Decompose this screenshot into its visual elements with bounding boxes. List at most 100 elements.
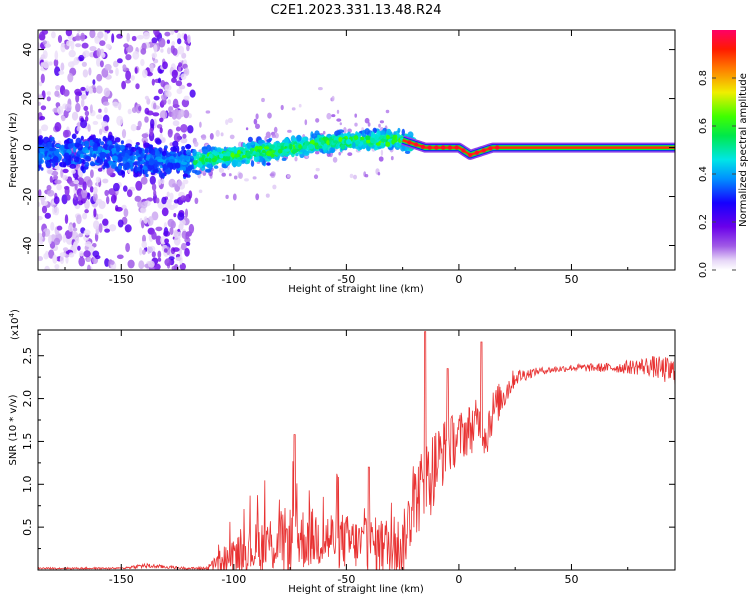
- ridge-blob: [153, 169, 159, 173]
- noise-blob: [169, 227, 174, 235]
- ridge-blob: [84, 140, 89, 144]
- snr-series-line: [38, 331, 675, 570]
- ridge-blob: [205, 169, 212, 173]
- ridge-blob: [155, 138, 162, 145]
- ridge-core: [353, 135, 359, 141]
- noise-blob: [78, 233, 84, 238]
- ridge-core: [230, 152, 235, 158]
- ridge-blob: [93, 142, 98, 149]
- noise-blob: [157, 250, 162, 259]
- ridge-blob: [242, 142, 246, 148]
- noise-blob: [180, 73, 187, 80]
- noise-blob: [38, 101, 42, 106]
- noise-blob: [92, 87, 97, 94]
- noise-blob: [74, 88, 82, 96]
- noise-blob: [255, 113, 259, 120]
- ridge-core: [362, 140, 367, 145]
- ridge-blob: [397, 127, 401, 133]
- ridge-blob: [104, 149, 110, 154]
- noise-blob: [177, 45, 185, 55]
- ridge-blob: [143, 142, 150, 148]
- noise-blob: [137, 120, 142, 128]
- x-tick-label: -100: [221, 273, 246, 286]
- noise-blob: [185, 194, 191, 203]
- noise-blob: [138, 260, 145, 270]
- noise-blob: [160, 136, 166, 144]
- tone-dot: [441, 145, 446, 150]
- colorbar-tick-label: 0.4: [698, 166, 709, 182]
- ridge-core: [277, 148, 283, 154]
- noise-blob: [108, 188, 116, 196]
- noise-blob: [46, 167, 53, 175]
- ridge-blob: [106, 163, 109, 168]
- noise-blob: [153, 118, 157, 129]
- noise-blob: [255, 123, 260, 129]
- ridge-core: [320, 140, 325, 145]
- snr-y-label: SNR (10 * v/v): [8, 394, 19, 465]
- noise-blob: [347, 152, 353, 157]
- ridge-blob: [266, 139, 272, 143]
- ridge-blob: [136, 167, 141, 172]
- colorbar: 0.0 0.2 0.4 0.6 0.8 Normalized spectral ampl…: [698, 30, 749, 278]
- noise-blob: [158, 37, 166, 48]
- noise-blob: [164, 258, 172, 267]
- noise-blob: [60, 43, 66, 53]
- ridge-blob: [137, 160, 141, 166]
- noise-blob: [87, 124, 91, 132]
- ridge-blob: [43, 156, 51, 161]
- ridge-blob: [52, 156, 59, 163]
- noise-blob: [187, 34, 191, 44]
- noise-blob: [38, 81, 43, 87]
- noise-blob: [125, 79, 131, 84]
- noise-blob: [380, 149, 384, 156]
- noise-blob: [140, 48, 147, 55]
- noise-blob: [232, 193, 237, 201]
- noise-blob: [38, 189, 42, 197]
- noise-blob: [125, 70, 131, 81]
- noise-blob: [92, 79, 96, 85]
- noise-blob: [62, 175, 68, 181]
- ridge-blob: [118, 165, 123, 170]
- noise-blob: [183, 95, 190, 101]
- ridge-blob: [180, 161, 188, 165]
- noise-blob: [82, 181, 87, 191]
- noise-blob: [81, 61, 87, 67]
- ridge-blob: [85, 155, 91, 162]
- noise-blob: [140, 207, 147, 214]
- ridge-core: [226, 155, 231, 161]
- noise-blob: [123, 43, 129, 48]
- noise-blob: [44, 43, 51, 48]
- ridge-blob: [206, 163, 212, 169]
- noise-blob: [271, 134, 276, 138]
- noise-blob: [54, 264, 60, 270]
- noise-blob: [218, 167, 224, 173]
- tone-dot: [488, 146, 493, 151]
- noise-blob: [229, 134, 235, 140]
- ridge-core: [326, 140, 330, 146]
- noise-blob: [53, 175, 59, 180]
- ridge-blob: [196, 153, 200, 160]
- noise-blob: [80, 94, 87, 100]
- noise-blob: [115, 67, 119, 77]
- noise-blob: [151, 251, 156, 258]
- noise-blob: [138, 105, 142, 112]
- snr-data: [38, 331, 675, 570]
- noise-blob: [215, 129, 220, 137]
- noise-blob: [101, 121, 108, 127]
- noise-blob: [130, 124, 137, 132]
- ridge-core: [375, 142, 381, 146]
- noise-blob: [315, 118, 320, 123]
- ridge-blob: [370, 131, 375, 139]
- ridge-core: [270, 153, 275, 158]
- noise-blob: [228, 173, 232, 177]
- noise-blob: [89, 46, 97, 52]
- noise-blob: [116, 33, 123, 39]
- noise-blob: [84, 241, 92, 247]
- ridge-blob: [311, 133, 318, 139]
- noise-blob: [134, 67, 138, 74]
- noise-blob: [280, 104, 284, 111]
- noise-blob: [76, 214, 82, 225]
- noise-blob: [152, 112, 160, 117]
- noise-blob: [166, 47, 171, 55]
- noise-blob: [172, 183, 177, 188]
